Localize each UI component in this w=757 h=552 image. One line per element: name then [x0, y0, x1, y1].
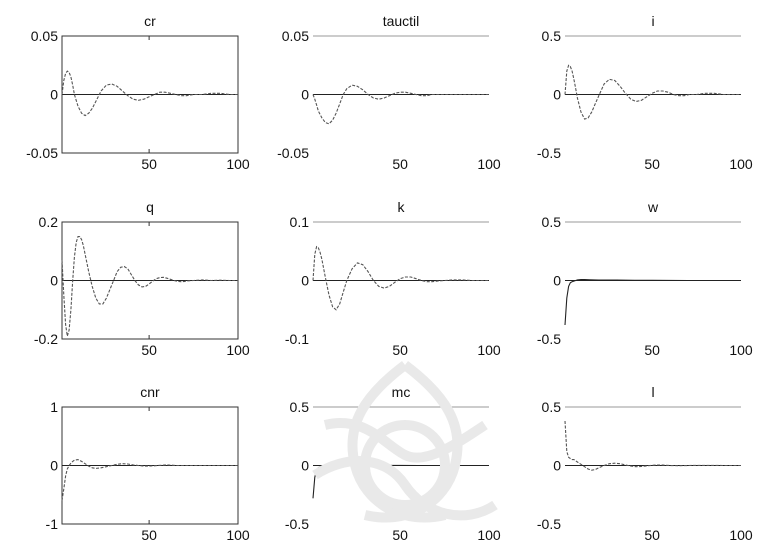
series-line: [564, 279, 741, 326]
y-tick-label: 0: [553, 458, 561, 474]
subplot-title: tauctil: [383, 13, 420, 29]
subplot-title: l: [651, 384, 654, 400]
y-tick-label: -0.5: [537, 516, 561, 532]
subplot-title: mc: [392, 384, 411, 400]
y-tick-label: 0.5: [542, 28, 562, 44]
series-line: [61, 236, 238, 337]
subplot-cnr: cnr 1 0 -1 50 100: [46, 384, 250, 543]
y-tick-label: 0.1: [290, 214, 310, 230]
x-tick-label: 50: [141, 342, 157, 358]
x-tick-label: 100: [477, 342, 501, 358]
x-tick-label: 50: [392, 342, 408, 358]
x-tick-label: 50: [644, 156, 660, 172]
series-line: [312, 245, 489, 311]
x-tick-label: 100: [477, 156, 501, 172]
subplot-title: cr: [144, 13, 156, 29]
y-tick-label: 0: [553, 87, 561, 103]
series-line: [312, 84, 489, 125]
subplot-w: w 0.5 0 -0.5 50 100: [537, 199, 753, 358]
subplot-cr: cr 0.05 0 -0.05 50 100: [26, 13, 250, 172]
y-tick-label: -0.1: [285, 331, 309, 347]
subplot-tauctil: tauctil 0.05 0 -0.05 50 100: [277, 13, 501, 172]
x-tick-label: 50: [141, 527, 157, 543]
x-tick-label: 50: [644, 527, 660, 543]
subplot-title: k: [398, 199, 406, 215]
series-line: [61, 459, 238, 501]
y-tick-label: 0.2: [39, 214, 59, 230]
y-tick-label: -0.2: [34, 331, 58, 347]
series-line: [312, 464, 489, 499]
x-tick-label: 50: [644, 342, 660, 358]
subplot-title: cnr: [140, 384, 160, 400]
subplot-l: l 0.5 0 -0.5 50 100: [537, 384, 753, 543]
series-line: [61, 70, 238, 117]
y-tick-label: 0.5: [290, 399, 310, 415]
y-tick-label: -0.5: [537, 331, 561, 347]
subplot-title: w: [647, 199, 659, 215]
y-tick-label: -0.5: [285, 516, 309, 532]
y-tick-label: -0.05: [26, 145, 58, 161]
x-tick-label: 100: [729, 342, 753, 358]
x-tick-label: 100: [226, 156, 250, 172]
x-tick-label: 100: [226, 342, 250, 358]
x-tick-label: 100: [477, 527, 501, 543]
y-tick-label: 1: [50, 399, 58, 415]
y-tick-label: 0: [301, 458, 309, 474]
subplot-title: i: [651, 13, 654, 29]
y-tick-label: 0.5: [542, 214, 562, 230]
x-tick-label: 50: [392, 156, 408, 172]
x-tick-label: 50: [141, 156, 157, 172]
y-tick-label: -0.5: [537, 145, 561, 161]
y-tick-label: 0: [50, 273, 58, 289]
subplot-k: k 0.1 0 -0.1 50 100: [285, 199, 501, 358]
series-line: [564, 64, 741, 120]
x-tick-label: 100: [226, 527, 250, 543]
subplot-q: q 0.2 0 -0.2 50 100: [34, 199, 250, 358]
y-tick-label: 0: [553, 273, 561, 289]
y-tick-label: 0.05: [282, 28, 309, 44]
y-tick-label: 0.5: [542, 399, 562, 415]
y-tick-label: 0: [301, 273, 309, 289]
y-tick-label: 0: [50, 87, 58, 103]
subplot-mc: mc 0.5 0 -0.5 50 100: [285, 384, 501, 543]
y-tick-label: -1: [46, 516, 59, 532]
x-tick-label: 50: [392, 527, 408, 543]
y-tick-label: 0: [301, 87, 309, 103]
subplot-i: i 0.5 0 -0.5 50 100: [537, 13, 753, 172]
x-tick-label: 100: [729, 527, 753, 543]
y-tick-label: 0.05: [31, 28, 58, 44]
x-tick-label: 100: [729, 156, 753, 172]
y-tick-label: 0: [50, 458, 58, 474]
series-line: [564, 420, 741, 471]
subplot-title: q: [146, 199, 154, 215]
y-tick-label: -0.05: [277, 145, 309, 161]
